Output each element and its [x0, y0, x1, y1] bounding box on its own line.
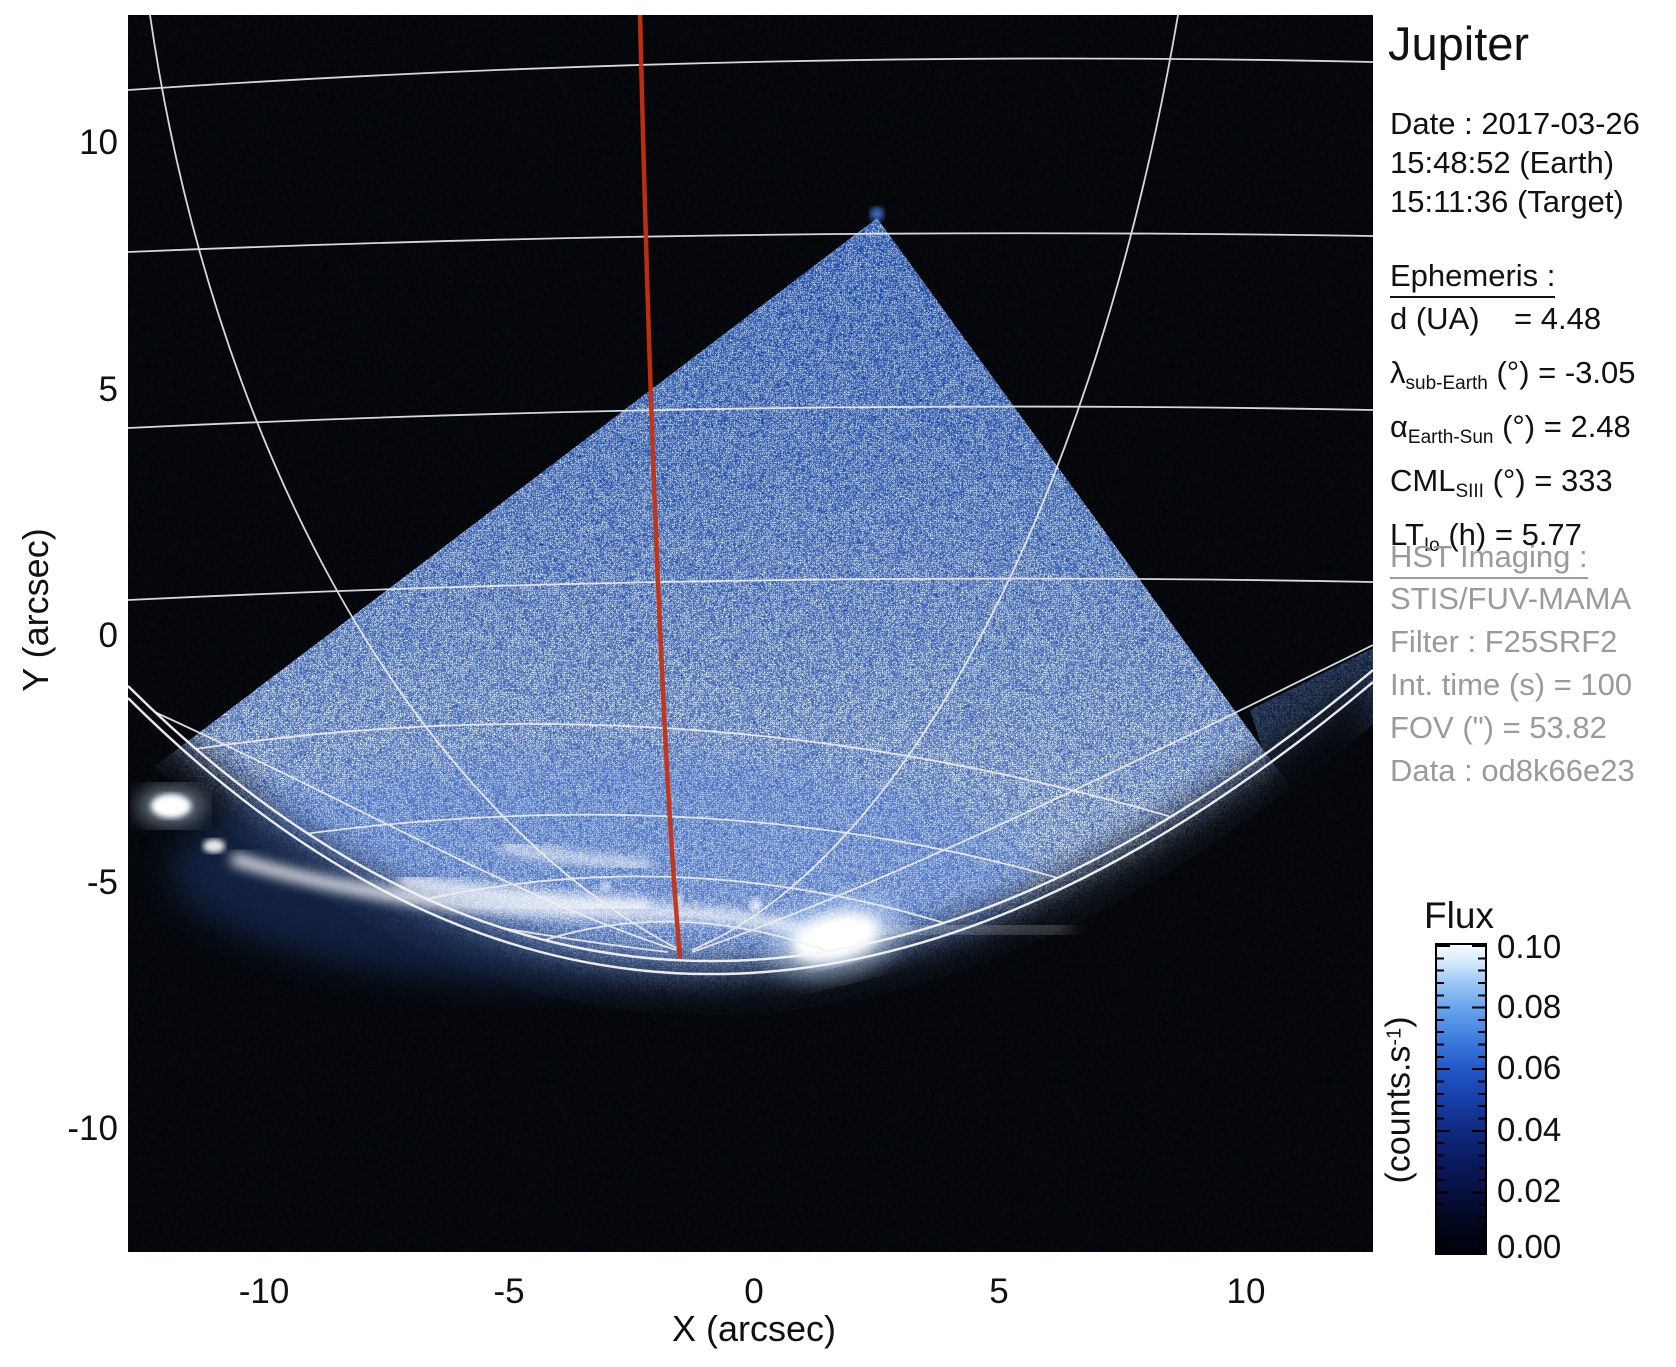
- y-tick-label: 10: [79, 123, 118, 162]
- ephemeris-table: d (UA) = 4.48 λsub-Earth (°) = -3.05 αEa…: [1390, 297, 1636, 567]
- latitude-line-2: [128, 232, 1373, 253]
- colorbar-major-ticks-left: [1437, 945, 1450, 1253]
- latitude-line-3: [128, 405, 1373, 429]
- hst-int-time: Int. time (s) = 100: [1390, 667, 1633, 702]
- flux-colorbar: [1435, 943, 1487, 1255]
- colorbar-tick-label: 0.00: [1497, 1228, 1562, 1265]
- graticule-group: [128, 15, 1373, 953]
- ephemeris-row-cml: CMLSIII (°) = 333: [1390, 463, 1613, 502]
- cml-meridian-line: [637, 15, 683, 959]
- meridian-right-mid: [691, 644, 1373, 953]
- aurora-blue-glow: [170, 755, 1030, 985]
- y-tick-label: 5: [98, 370, 118, 409]
- ephemeris-row-lambda: λsub-Earth (°) = -3.05: [1390, 355, 1636, 394]
- x-tick-label: 5: [989, 1272, 1009, 1311]
- colorbar-title: Flux: [1424, 895, 1494, 936]
- y-tick-label: 0: [98, 616, 118, 655]
- colorbar-tick-label: 0.08: [1497, 988, 1562, 1025]
- polar-latitude-ring-4: [544, 920, 831, 953]
- aurora-upper-streak: [499, 841, 651, 871]
- limb-arc-inner: [128, 681, 1373, 976]
- background-noise: [128, 15, 1373, 1252]
- colorbar-tick-label: 0.06: [1497, 1049, 1562, 1086]
- observation-times: Date : 2017-03-26 15:48:52 (Earth) 15:11…: [1390, 104, 1640, 221]
- x-tick-label: -5: [493, 1272, 525, 1311]
- meridian-left-top: [149, 15, 677, 949]
- meridian-right-top: [691, 15, 1179, 951]
- aurora-arc-bright-segment: [398, 873, 651, 913]
- limb-group: [128, 669, 1373, 976]
- jupiter-fuv-image-plot: [128, 15, 1373, 1252]
- latitude-line-4: [128, 577, 1373, 601]
- polar-latitude-ring-1: [128, 723, 1241, 839]
- colorbar-unit-label: (counts.s-1): [1379, 1016, 1418, 1184]
- aurora-main-blob-core: [810, 921, 862, 951]
- colorbar-tick-label: 0.10: [1497, 928, 1562, 965]
- meridian-left-mid: [128, 699, 677, 951]
- figure-title: Jupiter: [1388, 17, 1530, 70]
- time-target-line: 15:11:36 (Target): [1390, 184, 1624, 219]
- x-tick-label: -10: [238, 1272, 290, 1311]
- latitude-line-1: [128, 57, 1373, 91]
- hst-data-id: Data : od8k66e23: [1390, 753, 1635, 788]
- y-axis-title: Y (arcsec): [15, 528, 56, 692]
- y-tick-label: -5: [86, 863, 118, 902]
- date-line: Date : 2017-03-26: [1390, 106, 1640, 141]
- colorbar-major-ticks-right: [1472, 945, 1485, 1253]
- hst-filter: Filter : F25SRF2: [1390, 624, 1618, 659]
- aurora-main-arc: [230, 852, 838, 946]
- aurora-left-spot: [151, 794, 191, 818]
- aurora-dot-1: [750, 899, 762, 911]
- x-axis-title: X (arcsec): [671, 1308, 837, 1349]
- colorbar-tick-label: 0.02: [1497, 1172, 1562, 1209]
- ephemeris-heading: Ephemeris :: [1390, 256, 1556, 298]
- ephemeris-row-d: d (UA) = 4.48: [1390, 301, 1602, 336]
- polar-latitude-ring-2: [211, 813, 1066, 881]
- y-tick-label: -10: [67, 1109, 118, 1148]
- x-tick-label: 0: [744, 1272, 764, 1311]
- time-earth-line: 15:48:52 (Earth): [1390, 145, 1615, 180]
- aurora-right-fade: [871, 921, 1071, 939]
- hst-imaging-details: STIS/FUV-MAMA Filter : F25SRF2 Int. time…: [1390, 577, 1635, 792]
- hst-imaging-heading: HST Imaging :: [1390, 537, 1588, 579]
- aurora-group: [137, 755, 1071, 985]
- polar-latitude-ring-3: [399, 875, 961, 929]
- colorbar-tick-label: 0.04: [1497, 1111, 1562, 1148]
- ephemeris-row-lt: LTIo (h) = 5.77: [1390, 517, 1582, 556]
- hst-fov: FOV (") = 53.82: [1390, 710, 1607, 745]
- limb-arc-outer: [128, 669, 1373, 963]
- x-tick-label: 10: [1226, 1272, 1266, 1311]
- hst-instrument: STIS/FUV-MAMA: [1390, 581, 1632, 616]
- aurora-dot-2: [601, 881, 611, 891]
- ephemeris-row-alpha: αEarth-Sun (°) = 2.48: [1390, 409, 1631, 448]
- aurora-small-spot: [203, 839, 225, 853]
